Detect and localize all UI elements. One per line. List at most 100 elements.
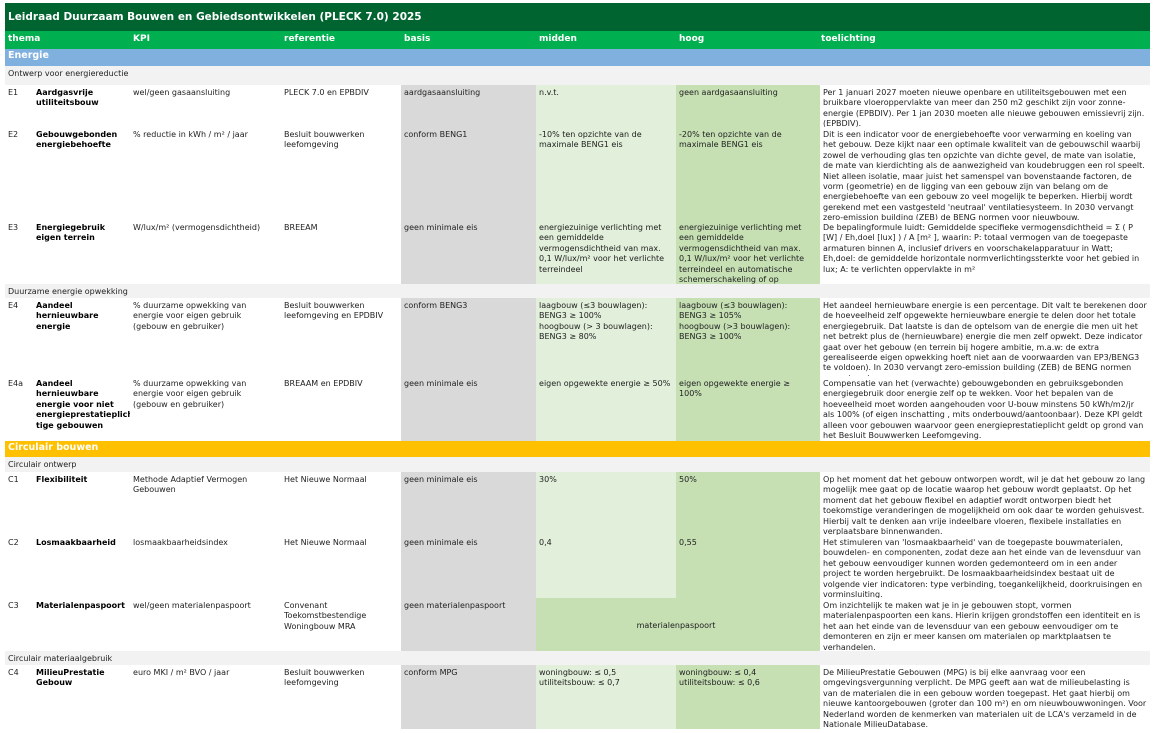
section-title: Circulair bouwen: [8, 442, 99, 453]
column-header-referentie-cell: referentie: [281, 31, 402, 49]
kpi-measure-cell: W/lux/m² (vermogensdichtheid): [130, 220, 281, 284]
kpi-referentie-cell: PLECK 7.0 en EPBDIV: [281, 85, 401, 127]
kpi-referentie: Convenant Toekomstbestendige Woningbouw …: [284, 601, 367, 631]
subsection-title-cell: Circulair ontwerp: [5, 457, 1151, 472]
kpi-referentie: PLECK 7.0 en EPBDIV: [284, 88, 369, 97]
column-header-midden-cell: midden: [536, 31, 677, 49]
subsection-row: Circulair ontwerp: [5, 457, 1151, 472]
kpi-thema: Energiegebruik eigen terrein: [36, 223, 106, 243]
kpi-id: C3: [8, 601, 19, 610]
subsection-title: Duurzame energie opwekking: [8, 287, 128, 296]
spreadsheet: Leidraad Duurzaam Bouwen en Gebiedsontwi…: [5, 3, 1151, 729]
kpi-row: E4 Aandeel hernieuwbare energie % duurzame…: [5, 298, 1151, 376]
kpi-thema-cell: Aardgasvrije utiliteitsbouw: [33, 85, 130, 127]
column-header-toelichting: toelichting: [821, 34, 876, 44]
kpi-basis: geen minimale eis: [404, 538, 478, 547]
kpi-basis-cell: geen materialenpaspoort: [401, 598, 537, 651]
kpi-hoog: laagbouw (≤3 bouwlagen): BENG3 ≥ 105% ho…: [679, 301, 791, 342]
kpi-toelichting: Per 1 januari 2027 moeten nieuwe openbar…: [823, 88, 1145, 127]
kpi-id-cell: E4a: [5, 376, 33, 441]
kpi-referentie: Besluit bouwwerken leefomgeving: [284, 668, 365, 688]
kpi-referentie-cell: Besluit bouwwerken leefomgeving en EPDBI…: [281, 298, 401, 376]
kpi-referentie-cell: Convenant Toekomstbestendige Woningbouw …: [281, 598, 401, 651]
column-header-hoog-cell: hoog: [676, 31, 819, 49]
kpi-hoog: woningbouw: ≤ 0,4 utiliteitsbouw: ≤ 0,6: [679, 668, 760, 688]
kpi-toelichting-cell: Om inzichtelijk te maken wat je in je ge…: [816, 598, 1151, 651]
kpi-referentie-cell: Besluit bouwwerken leefomgeving: [281, 127, 401, 220]
kpi-id-cell: C1: [5, 472, 33, 535]
kpi-basis: aardgasaansluiting: [404, 88, 481, 97]
kpi-referentie-cell: Het Nieuwe Normaal: [281, 472, 401, 535]
kpi-row: E2 Gebouwgebonden energiebehoefte % reduct…: [5, 127, 1151, 220]
column-header-thema-cell: thema: [5, 31, 131, 49]
kpi-toelichting: Het aandeel hernieuwbare energie is een …: [823, 301, 1147, 376]
kpi-measure: wel/geen materialenpaspoort: [133, 601, 251, 610]
kpi-hoog: 0,55: [679, 538, 697, 547]
kpi-id: E4a: [8, 379, 24, 388]
kpi-basis-cell: geen minimale eis: [401, 220, 537, 284]
subsection-title-cell: Duurzame energie opwekking: [5, 284, 1151, 298]
kpi-thema: Aandeel hernieuwbare energie voor niet e…: [36, 379, 131, 430]
subsection-title: Ontwerp voor energiereductie: [8, 69, 129, 78]
kpi-midden: energiezuinige verlichting met een gemid…: [539, 223, 665, 274]
column-header-kpi-cell: KPI: [130, 31, 282, 49]
kpi-id: E1: [8, 88, 19, 97]
kpi-measure: W/lux/m² (vermogensdichtheid): [133, 223, 261, 232]
kpi-id-cell: E1: [5, 85, 33, 127]
kpi-basis-cell: conform BENG1: [401, 127, 537, 220]
kpi-measure-cell: losmaakbaarheidsindex: [130, 535, 281, 598]
kpi-basis-cell: geen minimale eis: [401, 376, 537, 441]
kpi-id-cell: E3: [5, 220, 33, 284]
kpi-id: C1: [8, 475, 19, 484]
kpi-id: E4: [8, 301, 19, 310]
kpi-hoog: energiezuinige verlichting met een gemid…: [679, 223, 805, 284]
kpi-hoog-cell: 50%: [676, 472, 819, 535]
kpi-toelichting: Op het moment dat het gebouw ontworpen w…: [823, 475, 1146, 535]
kpi-id: C4: [8, 668, 19, 677]
subsection-title-cell: Circulair materiaalgebruik: [5, 651, 1151, 665]
subsection-title: Circulair materiaalgebruik: [8, 654, 113, 663]
kpi-thema: Aandeel hernieuwbare energie: [36, 301, 99, 331]
kpi-basis: geen materialenpaspoort: [404, 601, 506, 610]
kpi-referentie: BREAAM en EPDBIV: [284, 379, 363, 388]
kpi-id-cell: E2: [5, 127, 33, 220]
subsection-row: Ontwerp voor energiereductie: [5, 66, 1151, 85]
kpi-measure: % duurzame opwekking van energie voor ei…: [133, 379, 247, 409]
kpi-toelichting-cell: Compensatie van het (verwachte) gebouwge…: [816, 376, 1151, 441]
subsection-title-cell: Ontwerp voor energiereductie: [5, 66, 1151, 85]
kpi-measure-cell: euro MKI / m² BVO / jaar: [130, 665, 281, 729]
kpi-toelichting: Om inzichtelijk te maken wat je in je ge…: [823, 601, 1141, 651]
kpi-thema: Flexibiliteit: [36, 475, 88, 484]
kpi-midden-cell: -10% ten opzichte van de maximale BENG1 …: [536, 127, 677, 220]
kpi-hoog: geen aardgasaansluiting: [679, 88, 778, 97]
kpi-hoog-cell: eigen opgewekte energie ≥ 100%: [676, 376, 819, 441]
kpi-measure: % reductie in kWh / m² / jaar: [133, 130, 248, 139]
kpi-thema-cell: Aandeel hernieuwbare energie: [33, 298, 130, 376]
column-header-referentie: referentie: [284, 34, 336, 44]
kpi-hoog-cell: geen aardgasaansluiting: [676, 85, 819, 127]
kpi-thema: Aardgasvrije utiliteitsbouw: [36, 88, 99, 108]
kpi-toelichting-cell: De MilieuPrestatie Gebouwen (MPG) is bij…: [816, 665, 1151, 729]
kpi-table: thema KPI referentie basis midden hoog toelich…: [5, 31, 1151, 729]
kpi-row: E1 Aardgasvrije utiliteitsbouw wel/geen ga…: [5, 85, 1151, 127]
kpi-basis-cell: geen minimale eis: [401, 472, 537, 535]
kpi-id: C2: [8, 538, 19, 547]
kpi-id-cell: C2: [5, 535, 33, 598]
kpi-hoog-cell: 0,55: [676, 535, 819, 598]
kpi-thema-cell: Aandeel hernieuwbare energie voor niet e…: [33, 376, 130, 441]
column-header-midden: midden: [539, 34, 577, 44]
kpi-referentie-cell: BREAAM en EPDBIV: [281, 376, 401, 441]
kpi-id-cell: C4: [5, 665, 33, 729]
kpi-midden-hoog: materialenpaspoort: [636, 620, 716, 630]
kpi-id-cell: C3: [5, 598, 33, 651]
kpi-row: E4a Aandeel hernieuwbare energie voor nie…: [5, 376, 1151, 441]
kpi-measure-cell: % duurzame opwekking van energie voor ei…: [130, 298, 281, 376]
kpi-midden: -10% ten opzichte van de maximale BENG1 …: [539, 130, 642, 150]
kpi-toelichting-cell: Het stimuleren van 'losmaakbaarheid' van…: [816, 535, 1151, 598]
kpi-thema: Materialenpaspoort: [36, 601, 125, 610]
kpi-thema: Losmaakbaarheid: [36, 538, 116, 547]
kpi-measure: losmaakbaarheidsindex: [133, 538, 228, 547]
kpi-referentie: Het Nieuwe Normaal: [284, 475, 367, 484]
kpi-thema-cell: Flexibiliteit: [33, 472, 130, 535]
kpi-midden-cell: 0,4: [536, 535, 677, 598]
